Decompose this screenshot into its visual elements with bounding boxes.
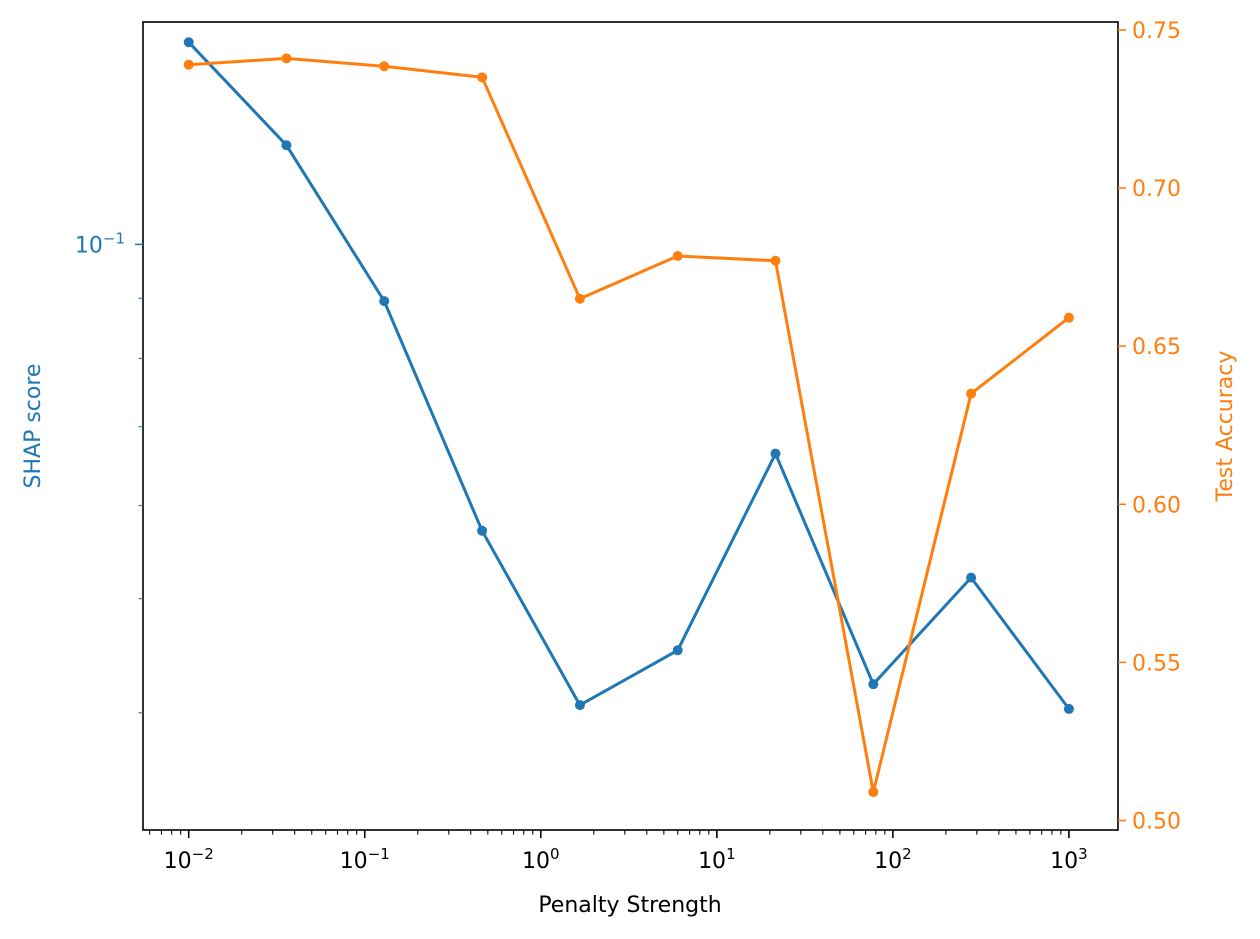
data-point-test-accuracy (183, 59, 194, 70)
y-left-axis-label: SHAP score (21, 364, 46, 489)
y-right-axis-label: Test Accuracy (1213, 351, 1238, 503)
data-point-test-accuracy (672, 251, 683, 262)
y-right-tick-label: 0.75 (1132, 19, 1181, 44)
data-point-shap-score (868, 679, 879, 690)
data-point-test-accuracy (868, 787, 879, 798)
data-point-test-accuracy (1063, 312, 1074, 323)
data-point-test-accuracy (281, 53, 292, 64)
x-tick-label: 100 (522, 845, 560, 874)
x-axis-label: Penalty Strength (538, 893, 721, 918)
plot-frame (142, 21, 1119, 831)
data-point-test-accuracy (966, 388, 977, 399)
data-point-shap-score (183, 37, 194, 48)
x-tick-label: 102 (874, 845, 912, 874)
data-point-shap-score (379, 296, 390, 307)
data-point-shap-score (770, 448, 781, 459)
data-point-shap-score (574, 700, 585, 711)
y-right-tick-label: 0.60 (1132, 493, 1181, 518)
data-point-shap-score (672, 645, 683, 656)
y-left-tick-label: 10−1 (75, 229, 125, 258)
data-point-shap-score (281, 140, 292, 151)
y-right-tick-label: 0.50 (1132, 810, 1181, 835)
data-point-shap-score (1063, 703, 1074, 714)
x-tick-label: 101 (698, 845, 736, 874)
data-point-test-accuracy (770, 255, 781, 266)
series-line-test-accuracy (188, 56, 1070, 794)
data-point-test-accuracy (574, 293, 585, 304)
data-point-shap-score (477, 525, 488, 536)
x-tick-label: 103 (1050, 845, 1088, 874)
y-right-tick-label: 0.55 (1132, 651, 1181, 676)
x-tick-label: 10−2 (164, 845, 214, 874)
y-right-tick-label: 0.70 (1132, 177, 1181, 202)
y-right-tick-label: 0.65 (1132, 335, 1181, 360)
data-point-shap-score (966, 572, 977, 583)
x-tick-label: 10−1 (340, 845, 390, 874)
data-point-test-accuracy (379, 61, 390, 72)
data-point-test-accuracy (477, 72, 488, 83)
series-line-shap-score (187, 41, 1071, 710)
